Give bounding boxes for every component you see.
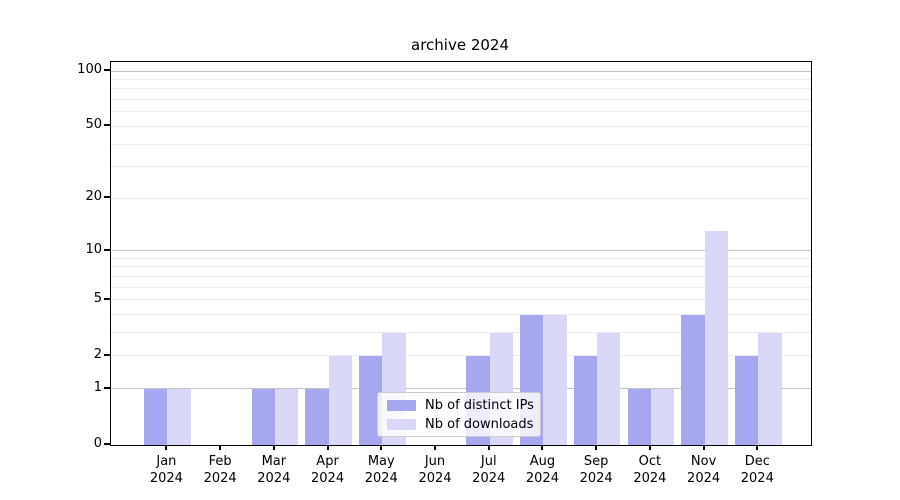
y-tick-label-5: 5 bbox=[93, 290, 102, 306]
bar-dec-downloads bbox=[758, 332, 782, 445]
bar-apr-distinct-ips bbox=[305, 388, 329, 445]
y-tick-mark-50 bbox=[104, 124, 110, 127]
y-tick-mark-2 bbox=[104, 353, 110, 356]
legend: Nb of distinct IPs Nb of downloads bbox=[377, 392, 541, 437]
bar-nov-distinct-ips bbox=[681, 314, 705, 445]
bar-oct-distinct-ips bbox=[627, 388, 651, 445]
x-tick-label-jan: Jan 2024 bbox=[149, 454, 183, 486]
x-tick-mark-feb bbox=[219, 445, 222, 450]
y-tick-mark-20 bbox=[104, 196, 110, 199]
minor-gridline-40 bbox=[111, 143, 811, 145]
bar-oct-downloads bbox=[650, 388, 675, 445]
bar-nov-downloads bbox=[704, 231, 728, 445]
major-gridline-100 bbox=[111, 70, 811, 72]
bar-may-distinct-ips bbox=[358, 355, 383, 445]
x-tick-label-dec: Dec 2024 bbox=[740, 454, 774, 486]
bar-layer bbox=[111, 62, 811, 445]
plot-area bbox=[110, 61, 812, 446]
minor-gridline-50 bbox=[111, 125, 811, 127]
y-tick-label-0: 0 bbox=[93, 436, 102, 451]
legend-swatch-distinct-ips bbox=[387, 399, 416, 411]
x-tick-label-mar: Mar 2024 bbox=[257, 454, 291, 486]
x-tick-mark-jun bbox=[434, 445, 436, 450]
minor-gridline-20 bbox=[111, 197, 811, 199]
major-gridline-10 bbox=[111, 250, 811, 252]
x-tick-mark-sep bbox=[595, 445, 598, 450]
x-tick-mark-mar bbox=[272, 445, 275, 450]
x-tick-mark-aug bbox=[541, 445, 544, 450]
x-tick-label-apr: Apr 2024 bbox=[311, 454, 345, 486]
x-tick-mark-nov bbox=[702, 445, 705, 450]
y-tick-label-20: 20 bbox=[85, 189, 102, 205]
minor-gridline-8 bbox=[111, 266, 811, 268]
x-tick-label-oct: Oct 2024 bbox=[633, 454, 667, 486]
x-tick-mark-oct bbox=[648, 445, 651, 450]
x-tick-mark-may bbox=[380, 445, 383, 450]
bar-aug-downloads bbox=[543, 314, 567, 445]
x-tick-mark-jul bbox=[487, 445, 490, 450]
x-tick-label-may: May 2024 bbox=[364, 454, 398, 486]
x-tick-label-nov: Nov 2024 bbox=[687, 454, 721, 486]
bar-apr-downloads bbox=[328, 355, 352, 445]
y-tick-label-100: 100 bbox=[77, 62, 102, 77]
y-tick-mark-5 bbox=[104, 297, 110, 300]
y-tick-label-1: 1 bbox=[93, 379, 102, 395]
minor-gridline-5 bbox=[111, 299, 811, 301]
bar-jan-downloads bbox=[167, 388, 191, 445]
major-gridline-1 bbox=[111, 388, 811, 390]
x-tick-label-jun: Jun 2024 bbox=[418, 454, 452, 486]
y-tick-label-10: 10 bbox=[85, 241, 102, 257]
minor-gridline-7 bbox=[111, 275, 811, 277]
legend-swatch-downloads bbox=[387, 418, 416, 430]
y-tick-mark-0 bbox=[104, 443, 110, 445]
minor-gridline-70 bbox=[111, 99, 811, 101]
y-tick-mark-100 bbox=[104, 69, 110, 71]
grid-layer bbox=[111, 62, 811, 445]
minor-gridline-3 bbox=[111, 332, 811, 334]
bar-sep-distinct-ips bbox=[573, 355, 598, 445]
bar-jan-distinct-ips bbox=[144, 388, 168, 445]
legend-item-downloads: Nb of downloads bbox=[387, 416, 534, 432]
minor-gridline-80 bbox=[111, 88, 811, 90]
minor-gridline-30 bbox=[111, 166, 811, 168]
x-tick-mark-apr bbox=[326, 445, 329, 450]
minor-gridline-4 bbox=[111, 314, 811, 316]
minor-gridline-6 bbox=[111, 286, 811, 288]
legend-label-distinct-ips: Nb of distinct IPs bbox=[425, 397, 534, 413]
minor-gridline-60 bbox=[111, 111, 811, 113]
bar-sep-downloads bbox=[597, 332, 621, 445]
y-tick-mark-1 bbox=[104, 386, 110, 389]
x-tick-mark-jan bbox=[165, 445, 168, 450]
minor-gridline-2 bbox=[111, 355, 811, 357]
minor-gridline-90 bbox=[111, 78, 811, 80]
legend-label-downloads: Nb of downloads bbox=[425, 416, 534, 432]
minor-gridline-9 bbox=[111, 257, 811, 259]
chart-title: archive 2024 bbox=[411, 36, 509, 54]
y-tick-mark-10 bbox=[104, 248, 110, 251]
bar-mar-distinct-ips bbox=[251, 388, 275, 445]
y-tick-label-50: 50 bbox=[85, 117, 102, 133]
bar-mar-downloads bbox=[274, 388, 299, 445]
x-tick-label-aug: Aug 2024 bbox=[525, 454, 559, 486]
x-tick-mark-dec bbox=[756, 445, 759, 450]
x-tick-label-feb: Feb 2024 bbox=[203, 454, 237, 486]
y-tick-label-2: 2 bbox=[93, 346, 102, 362]
x-tick-label-sep: Sep 2024 bbox=[579, 454, 613, 486]
legend-item-distinct-ips: Nb of distinct IPs bbox=[387, 397, 534, 413]
bar-dec-distinct-ips bbox=[735, 355, 759, 445]
x-tick-label-jul: Jul 2024 bbox=[472, 454, 506, 486]
